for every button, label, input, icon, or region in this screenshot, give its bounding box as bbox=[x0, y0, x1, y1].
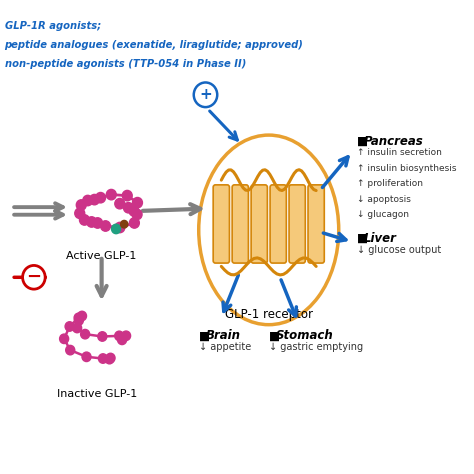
Circle shape bbox=[124, 202, 133, 213]
Circle shape bbox=[99, 354, 108, 363]
Text: non-peptide agonists (TTP-054 in Phase II): non-peptide agonists (TTP-054 in Phase I… bbox=[5, 59, 246, 69]
Text: −: − bbox=[27, 268, 41, 286]
Circle shape bbox=[100, 221, 110, 231]
Circle shape bbox=[80, 215, 90, 225]
Circle shape bbox=[132, 209, 142, 219]
Circle shape bbox=[76, 200, 86, 210]
Circle shape bbox=[75, 208, 85, 219]
Text: ↓ gastric emptying: ↓ gastric emptying bbox=[269, 342, 363, 352]
Circle shape bbox=[65, 322, 74, 331]
Circle shape bbox=[73, 323, 82, 333]
Circle shape bbox=[60, 334, 69, 344]
Circle shape bbox=[111, 224, 120, 234]
Circle shape bbox=[90, 194, 100, 205]
Circle shape bbox=[120, 220, 128, 228]
Circle shape bbox=[129, 218, 139, 228]
Circle shape bbox=[74, 316, 83, 325]
Circle shape bbox=[74, 313, 83, 323]
Circle shape bbox=[194, 82, 217, 107]
Circle shape bbox=[98, 332, 107, 341]
Text: GLP-1R agonists;: GLP-1R agonists; bbox=[5, 21, 101, 31]
Circle shape bbox=[133, 198, 143, 208]
Text: Stomach: Stomach bbox=[275, 329, 333, 342]
Circle shape bbox=[121, 331, 131, 340]
Circle shape bbox=[106, 190, 116, 200]
Circle shape bbox=[118, 335, 127, 345]
Text: ↓ appetite: ↓ appetite bbox=[199, 342, 251, 352]
Text: Active GLP-1: Active GLP-1 bbox=[66, 251, 137, 261]
Text: GLP-1 receptor: GLP-1 receptor bbox=[225, 308, 313, 321]
FancyBboxPatch shape bbox=[289, 185, 305, 263]
Circle shape bbox=[83, 195, 93, 206]
FancyBboxPatch shape bbox=[308, 185, 324, 263]
Circle shape bbox=[96, 192, 106, 203]
Circle shape bbox=[122, 191, 132, 201]
Text: ■: ■ bbox=[269, 329, 284, 342]
Text: ↑ insulin secretion: ↑ insulin secretion bbox=[357, 148, 442, 157]
Text: Pancreas: Pancreas bbox=[364, 135, 423, 148]
Circle shape bbox=[23, 265, 45, 289]
Text: Liver: Liver bbox=[364, 232, 396, 245]
Text: ■: ■ bbox=[357, 232, 372, 245]
Circle shape bbox=[115, 331, 124, 341]
Circle shape bbox=[81, 329, 90, 339]
Text: ↑ proliferation: ↑ proliferation bbox=[357, 179, 423, 188]
Text: Inactive GLP-1: Inactive GLP-1 bbox=[57, 389, 137, 399]
Circle shape bbox=[92, 218, 102, 228]
Circle shape bbox=[129, 206, 139, 216]
Circle shape bbox=[87, 217, 97, 227]
FancyBboxPatch shape bbox=[270, 185, 286, 263]
Text: ↓ apoptosis: ↓ apoptosis bbox=[357, 195, 410, 204]
Text: ↓ glucose output: ↓ glucose output bbox=[357, 245, 441, 255]
Text: ■: ■ bbox=[199, 329, 214, 342]
Text: Brain: Brain bbox=[206, 329, 240, 342]
FancyBboxPatch shape bbox=[232, 185, 248, 263]
Text: ↓ glucagon: ↓ glucagon bbox=[357, 210, 409, 219]
Circle shape bbox=[77, 311, 87, 321]
Text: peptide analogues (exenatide, liraglutide; approved): peptide analogues (exenatide, liraglutid… bbox=[5, 40, 303, 50]
Text: +: + bbox=[199, 87, 212, 102]
Circle shape bbox=[115, 199, 125, 209]
Circle shape bbox=[115, 222, 125, 233]
FancyBboxPatch shape bbox=[251, 185, 267, 263]
Circle shape bbox=[106, 353, 115, 363]
Text: ↑ insulin biosynthesis: ↑ insulin biosynthesis bbox=[357, 164, 456, 173]
FancyBboxPatch shape bbox=[213, 185, 229, 263]
Text: ■: ■ bbox=[357, 135, 372, 148]
Circle shape bbox=[105, 355, 114, 364]
Circle shape bbox=[66, 346, 75, 355]
Circle shape bbox=[82, 352, 91, 362]
